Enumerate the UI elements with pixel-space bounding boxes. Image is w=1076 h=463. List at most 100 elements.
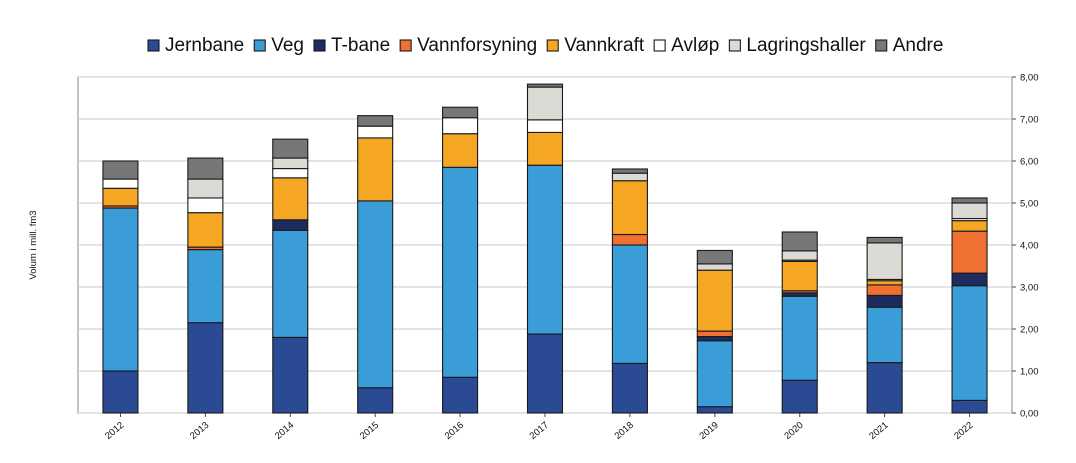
bar-segment-vannforsyning-2022 bbox=[951, 230, 988, 274]
x-tick-label: 2015 bbox=[358, 420, 381, 442]
bar-segment-vannforsyning-2021 bbox=[866, 284, 903, 296]
bar-segment-andre-2014 bbox=[272, 138, 309, 159]
legend: Jernbane Veg T-bane Vannforsyning Vannkraft A… bbox=[147, 35, 943, 56]
bar-segment-t-bane-2022 bbox=[951, 272, 988, 287]
bar-segment-avlop-2016 bbox=[442, 117, 479, 135]
x-tick-label: 2021 bbox=[867, 420, 890, 442]
bar-segment-andre-2022 bbox=[951, 197, 988, 204]
bar-segment-jernbane-2014 bbox=[272, 336, 309, 414]
bar-segment-veg-2014 bbox=[272, 229, 309, 338]
legend-swatch bbox=[253, 39, 266, 52]
legend-item-andre: Andre bbox=[875, 35, 943, 56]
bar-segment-vannkraft-2019 bbox=[696, 269, 733, 332]
y-tick-label: 4,00 bbox=[1020, 241, 1039, 252]
bar-segment-veg-2015 bbox=[357, 200, 394, 389]
bar-segment-vannkraft-2018 bbox=[611, 180, 648, 236]
bar-segment-lagringshaller-2013 bbox=[187, 178, 224, 199]
bar-segment-jernbane-2012 bbox=[102, 370, 139, 414]
bar-segment-vannforsyning-2019 bbox=[696, 330, 733, 338]
bar-segment-avlop-2013 bbox=[187, 197, 224, 214]
y-tick-label: 2,00 bbox=[1020, 325, 1039, 336]
bar-segment-avlop-2014 bbox=[272, 168, 309, 179]
legend-item-vannkraft: Vannkraft bbox=[546, 35, 645, 56]
x-tick-label: 2018 bbox=[613, 420, 636, 442]
bar-segment-vannkraft-2016 bbox=[442, 133, 479, 168]
legend-item-lagringshaller: Lagringshaller bbox=[728, 35, 866, 56]
y-tick-label: 3,00 bbox=[1020, 283, 1039, 294]
bar-segment-vannkraft-2020 bbox=[781, 260, 818, 292]
y-tick-label: 7,00 bbox=[1020, 115, 1039, 126]
legend-swatch bbox=[546, 39, 559, 52]
bar-segment-jernbane-2018 bbox=[611, 362, 648, 414]
bar-segment-jernbane-2015 bbox=[357, 387, 394, 414]
y-tick-label: 8,00 bbox=[1020, 73, 1039, 84]
bar-segment-veg-2017 bbox=[526, 164, 564, 335]
bar-segment-vannkraft-2021 bbox=[866, 280, 903, 286]
legend-swatch bbox=[399, 39, 412, 52]
bar-segment-jernbane-2020 bbox=[781, 379, 818, 414]
bar-segment-lagringshaller-2014 bbox=[272, 157, 309, 170]
y-tick-label: 6,00 bbox=[1020, 157, 1039, 168]
y-tick-label: 0,00 bbox=[1020, 409, 1039, 420]
legend-item-t-bane: T-bane bbox=[313, 35, 390, 56]
bar-segment-jernbane-2017 bbox=[526, 333, 564, 414]
bar-segment-vannkraft-2022 bbox=[951, 220, 988, 232]
bar-segment-veg-2012 bbox=[102, 207, 139, 372]
x-tick-label: 2013 bbox=[188, 420, 211, 442]
legend-swatch bbox=[728, 39, 741, 52]
bar-segment-vannforsyning-2018 bbox=[611, 233, 648, 246]
x-tick-label: 2014 bbox=[273, 420, 296, 442]
bar-segment-veg-2013 bbox=[187, 249, 224, 324]
legend-item-vannforsyning: Vannforsyning bbox=[399, 35, 537, 56]
bar-segment-t-bane-2014 bbox=[272, 219, 309, 231]
bar-segment-lagringshaller-2021 bbox=[866, 242, 903, 280]
legend-swatch bbox=[653, 39, 666, 52]
legend-label: Vannkraft bbox=[564, 35, 645, 56]
legend-item-veg: Veg bbox=[253, 35, 304, 56]
legend-swatch bbox=[147, 39, 160, 52]
bar-segment-andre-2020 bbox=[781, 231, 818, 252]
bar-segment-avlop-2012 bbox=[102, 178, 139, 189]
bar-segment-lagringshaller-2017 bbox=[526, 86, 564, 121]
bar-segment-lagringshaller-2019 bbox=[696, 263, 733, 271]
legend-label: Veg bbox=[271, 35, 304, 56]
legend-item-avlop: Avløp bbox=[653, 35, 719, 56]
bar-segment-andre-2018 bbox=[611, 168, 648, 174]
bar-segment-andre-2017 bbox=[526, 83, 564, 88]
bar-segment-avlop-2015 bbox=[357, 125, 394, 139]
y-axis-title: Volum i mill. fm3 bbox=[28, 210, 39, 279]
bar-segment-lagringshaller-2022 bbox=[951, 202, 988, 220]
bar-segment-veg-2018 bbox=[611, 244, 648, 364]
x-tick-label: 2019 bbox=[697, 420, 720, 442]
bar-segment-vannkraft-2012 bbox=[102, 187, 139, 207]
bar-segment-lagringshaller-2020 bbox=[781, 250, 818, 261]
bars bbox=[102, 83, 988, 414]
legend-swatch bbox=[875, 39, 888, 52]
x-tick-label: 2017 bbox=[528, 420, 551, 442]
bar-segment-andre-2013 bbox=[187, 157, 224, 180]
bar-segment-andre-2012 bbox=[102, 160, 139, 180]
bar-segment-veg-2019 bbox=[696, 340, 733, 408]
legend-label: Jernbane bbox=[165, 35, 244, 56]
bar-segment-veg-2021 bbox=[866, 306, 903, 364]
bar-segment-vannkraft-2013 bbox=[187, 212, 224, 248]
bar-segment-veg-2020 bbox=[781, 295, 818, 381]
legend-label: Lagringshaller bbox=[746, 35, 866, 56]
legend-label: Avløp bbox=[671, 35, 719, 56]
x-tick-label: 2022 bbox=[952, 420, 975, 442]
bar-segment-jernbane-2022 bbox=[951, 399, 988, 414]
legend-item-jernbane: Jernbane bbox=[147, 35, 244, 56]
x-tick-label: 2012 bbox=[103, 420, 126, 442]
x-tick-label: 2016 bbox=[443, 420, 466, 442]
bar-segment-vannkraft-2017 bbox=[526, 131, 564, 166]
bar-segment-veg-2016 bbox=[442, 166, 479, 378]
bar-segment-t-bane-2019 bbox=[696, 336, 733, 342]
bar-segment-lagringshaller-2018 bbox=[611, 172, 648, 182]
bar-segment-andre-2015 bbox=[357, 115, 394, 127]
legend-label: T-bane bbox=[331, 35, 390, 56]
y-tick-label: 5,00 bbox=[1020, 199, 1039, 210]
bar-segment-avlop-2017 bbox=[526, 119, 564, 133]
bar-segment-jernbane-2019 bbox=[696, 406, 733, 414]
